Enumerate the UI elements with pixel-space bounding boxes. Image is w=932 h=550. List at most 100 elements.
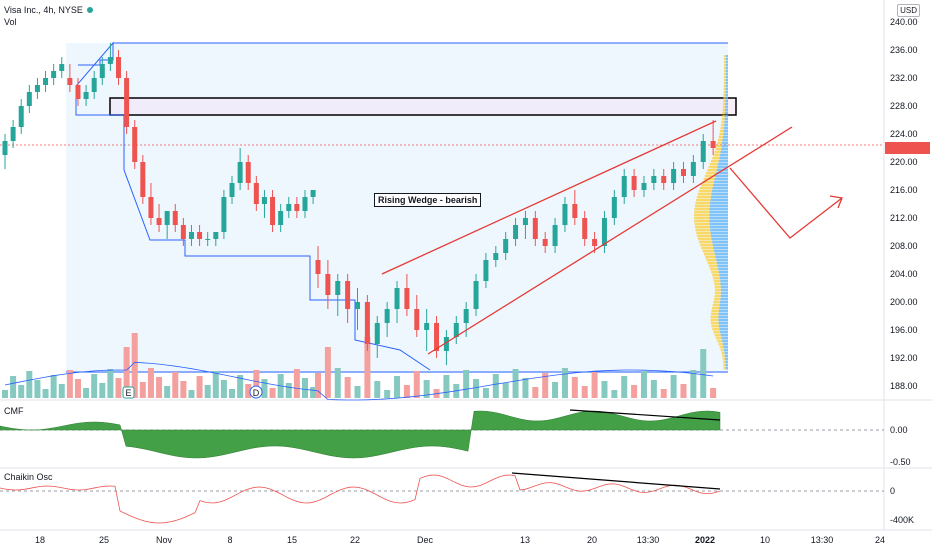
- candle-body[interactable]: [270, 197, 276, 225]
- candle-body[interactable]: [156, 218, 162, 225]
- candle-body[interactable]: [286, 204, 292, 211]
- candle-body[interactable]: [384, 309, 390, 323]
- chaikin-axis[interactable]: 0 -400K: [890, 486, 914, 525]
- candle-body[interactable]: [364, 302, 370, 344]
- candle-body[interactable]: [229, 183, 235, 197]
- candle-body[interactable]: [443, 337, 449, 351]
- candle-body[interactable]: [26, 92, 32, 106]
- candle-body[interactable]: [572, 204, 578, 218]
- candle-body[interactable]: [43, 78, 49, 85]
- candle-body[interactable]: [213, 232, 219, 239]
- candle-body[interactable]: [404, 288, 410, 309]
- cmf-axis[interactable]: 0.00 -0.50: [890, 425, 911, 467]
- candle-body[interactable]: [355, 302, 361, 309]
- candle-body[interactable]: [10, 127, 16, 141]
- candle-body[interactable]: [473, 281, 479, 309]
- candle-body[interactable]: [611, 197, 617, 218]
- earnings-marker[interactable]: E: [122, 386, 135, 399]
- candle-body[interactable]: [552, 225, 558, 246]
- wedge-annotation[interactable]: Rising Wedge - bearish: [374, 193, 482, 207]
- profile-bar-up: [719, 274, 728, 277]
- candle-body[interactable]: [680, 169, 686, 176]
- candle-body[interactable]: [700, 141, 706, 162]
- candle-body[interactable]: [601, 218, 607, 246]
- candle-body[interactable]: [116, 57, 122, 78]
- candle-body[interactable]: [124, 78, 130, 127]
- resistance-zone-box[interactable]: [109, 97, 737, 116]
- candle-body[interactable]: [631, 176, 637, 190]
- candle-body[interactable]: [394, 288, 400, 309]
- candle-body[interactable]: [345, 281, 351, 309]
- candle-body[interactable]: [532, 218, 538, 239]
- candle-body[interactable]: [197, 232, 203, 239]
- wedge-lower-trendline[interactable]: [427, 126, 793, 355]
- candle-body[interactable]: [2, 141, 8, 155]
- candle-body[interactable]: [513, 225, 519, 239]
- candle-body[interactable]: [315, 260, 321, 274]
- candle-body[interactable]: [434, 323, 440, 351]
- candle-body[interactable]: [67, 78, 73, 85]
- cmf-divergence-line[interactable]: [569, 409, 721, 421]
- candle-body[interactable]: [690, 162, 696, 176]
- candle-body[interactable]: [34, 85, 40, 92]
- candle-body[interactable]: [245, 162, 251, 183]
- candle-body[interactable]: [463, 309, 469, 323]
- candle-body[interactable]: [132, 127, 138, 162]
- candle-body[interactable]: [188, 232, 194, 239]
- candle-body[interactable]: [83, 92, 89, 99]
- projection-path[interactable]: [729, 167, 843, 239]
- candle-body[interactable]: [503, 239, 509, 253]
- candle-body[interactable]: [542, 239, 548, 246]
- candle-body[interactable]: [661, 176, 667, 183]
- candle-body[interactable]: [374, 323, 380, 344]
- candle-body[interactable]: [562, 204, 568, 225]
- candle-body[interactable]: [621, 176, 627, 197]
- candle-body[interactable]: [278, 211, 284, 225]
- candle-body[interactable]: [453, 323, 459, 337]
- price-axis[interactable]: 240.00 236.00 232.00 228.00 224.00 220.00 216.…: [885, 17, 930, 391]
- candle-body[interactable]: [302, 197, 308, 211]
- price-tick-label: 216.00: [890, 185, 918, 195]
- chaikin-divergence-line[interactable]: [511, 472, 721, 490]
- candle-body[interactable]: [253, 183, 259, 204]
- candle-body[interactable]: [671, 169, 677, 183]
- candle-body[interactable]: [237, 162, 243, 183]
- candle-body[interactable]: [172, 211, 178, 225]
- candle-body[interactable]: [59, 64, 65, 71]
- candle-body[interactable]: [205, 239, 211, 240]
- candle-body[interactable]: [107, 57, 113, 64]
- candle-body[interactable]: [424, 323, 430, 330]
- candle-body[interactable]: [164, 211, 170, 225]
- candle-body[interactable]: [75, 85, 81, 99]
- candle-body[interactable]: [651, 176, 657, 183]
- dividend-marker[interactable]: D: [249, 385, 263, 399]
- profile-bar-up: [711, 193, 728, 196]
- candle-body[interactable]: [710, 141, 716, 148]
- candle-body[interactable]: [140, 162, 146, 197]
- candle-body[interactable]: [325, 274, 331, 295]
- candle-body[interactable]: [180, 225, 186, 239]
- candle-body[interactable]: [522, 218, 528, 225]
- candle-body[interactable]: [582, 218, 588, 239]
- candle-body[interactable]: [91, 78, 97, 92]
- candle-body[interactable]: [493, 253, 499, 260]
- candle-body[interactable]: [221, 197, 227, 232]
- candle-body[interactable]: [51, 71, 57, 78]
- symbol-title[interactable]: Visa Inc., 4h, NYSE: [4, 5, 83, 15]
- candle-body[interactable]: [148, 197, 154, 218]
- candle-body[interactable]: [18, 106, 24, 127]
- candle-body[interactable]: [335, 281, 341, 295]
- candle-body[interactable]: [294, 204, 300, 211]
- candle-body[interactable]: [592, 239, 598, 246]
- candle-body[interactable]: [261, 197, 267, 204]
- time-axis[interactable]: 18 25 Nov 8 15 22 Dec 13 20 13:30 2022 10 13:30 24: [35, 535, 885, 545]
- currency-badge[interactable]: USD: [897, 4, 920, 17]
- candle-body[interactable]: [310, 190, 316, 197]
- candle-body[interactable]: [641, 183, 647, 190]
- candle-body[interactable]: [483, 260, 489, 281]
- candlestick-series[interactable]: [2, 43, 716, 365]
- wedge-upper-trendline[interactable]: [381, 120, 717, 275]
- candle-body[interactable]: [414, 309, 420, 330]
- candle-body[interactable]: [99, 64, 105, 78]
